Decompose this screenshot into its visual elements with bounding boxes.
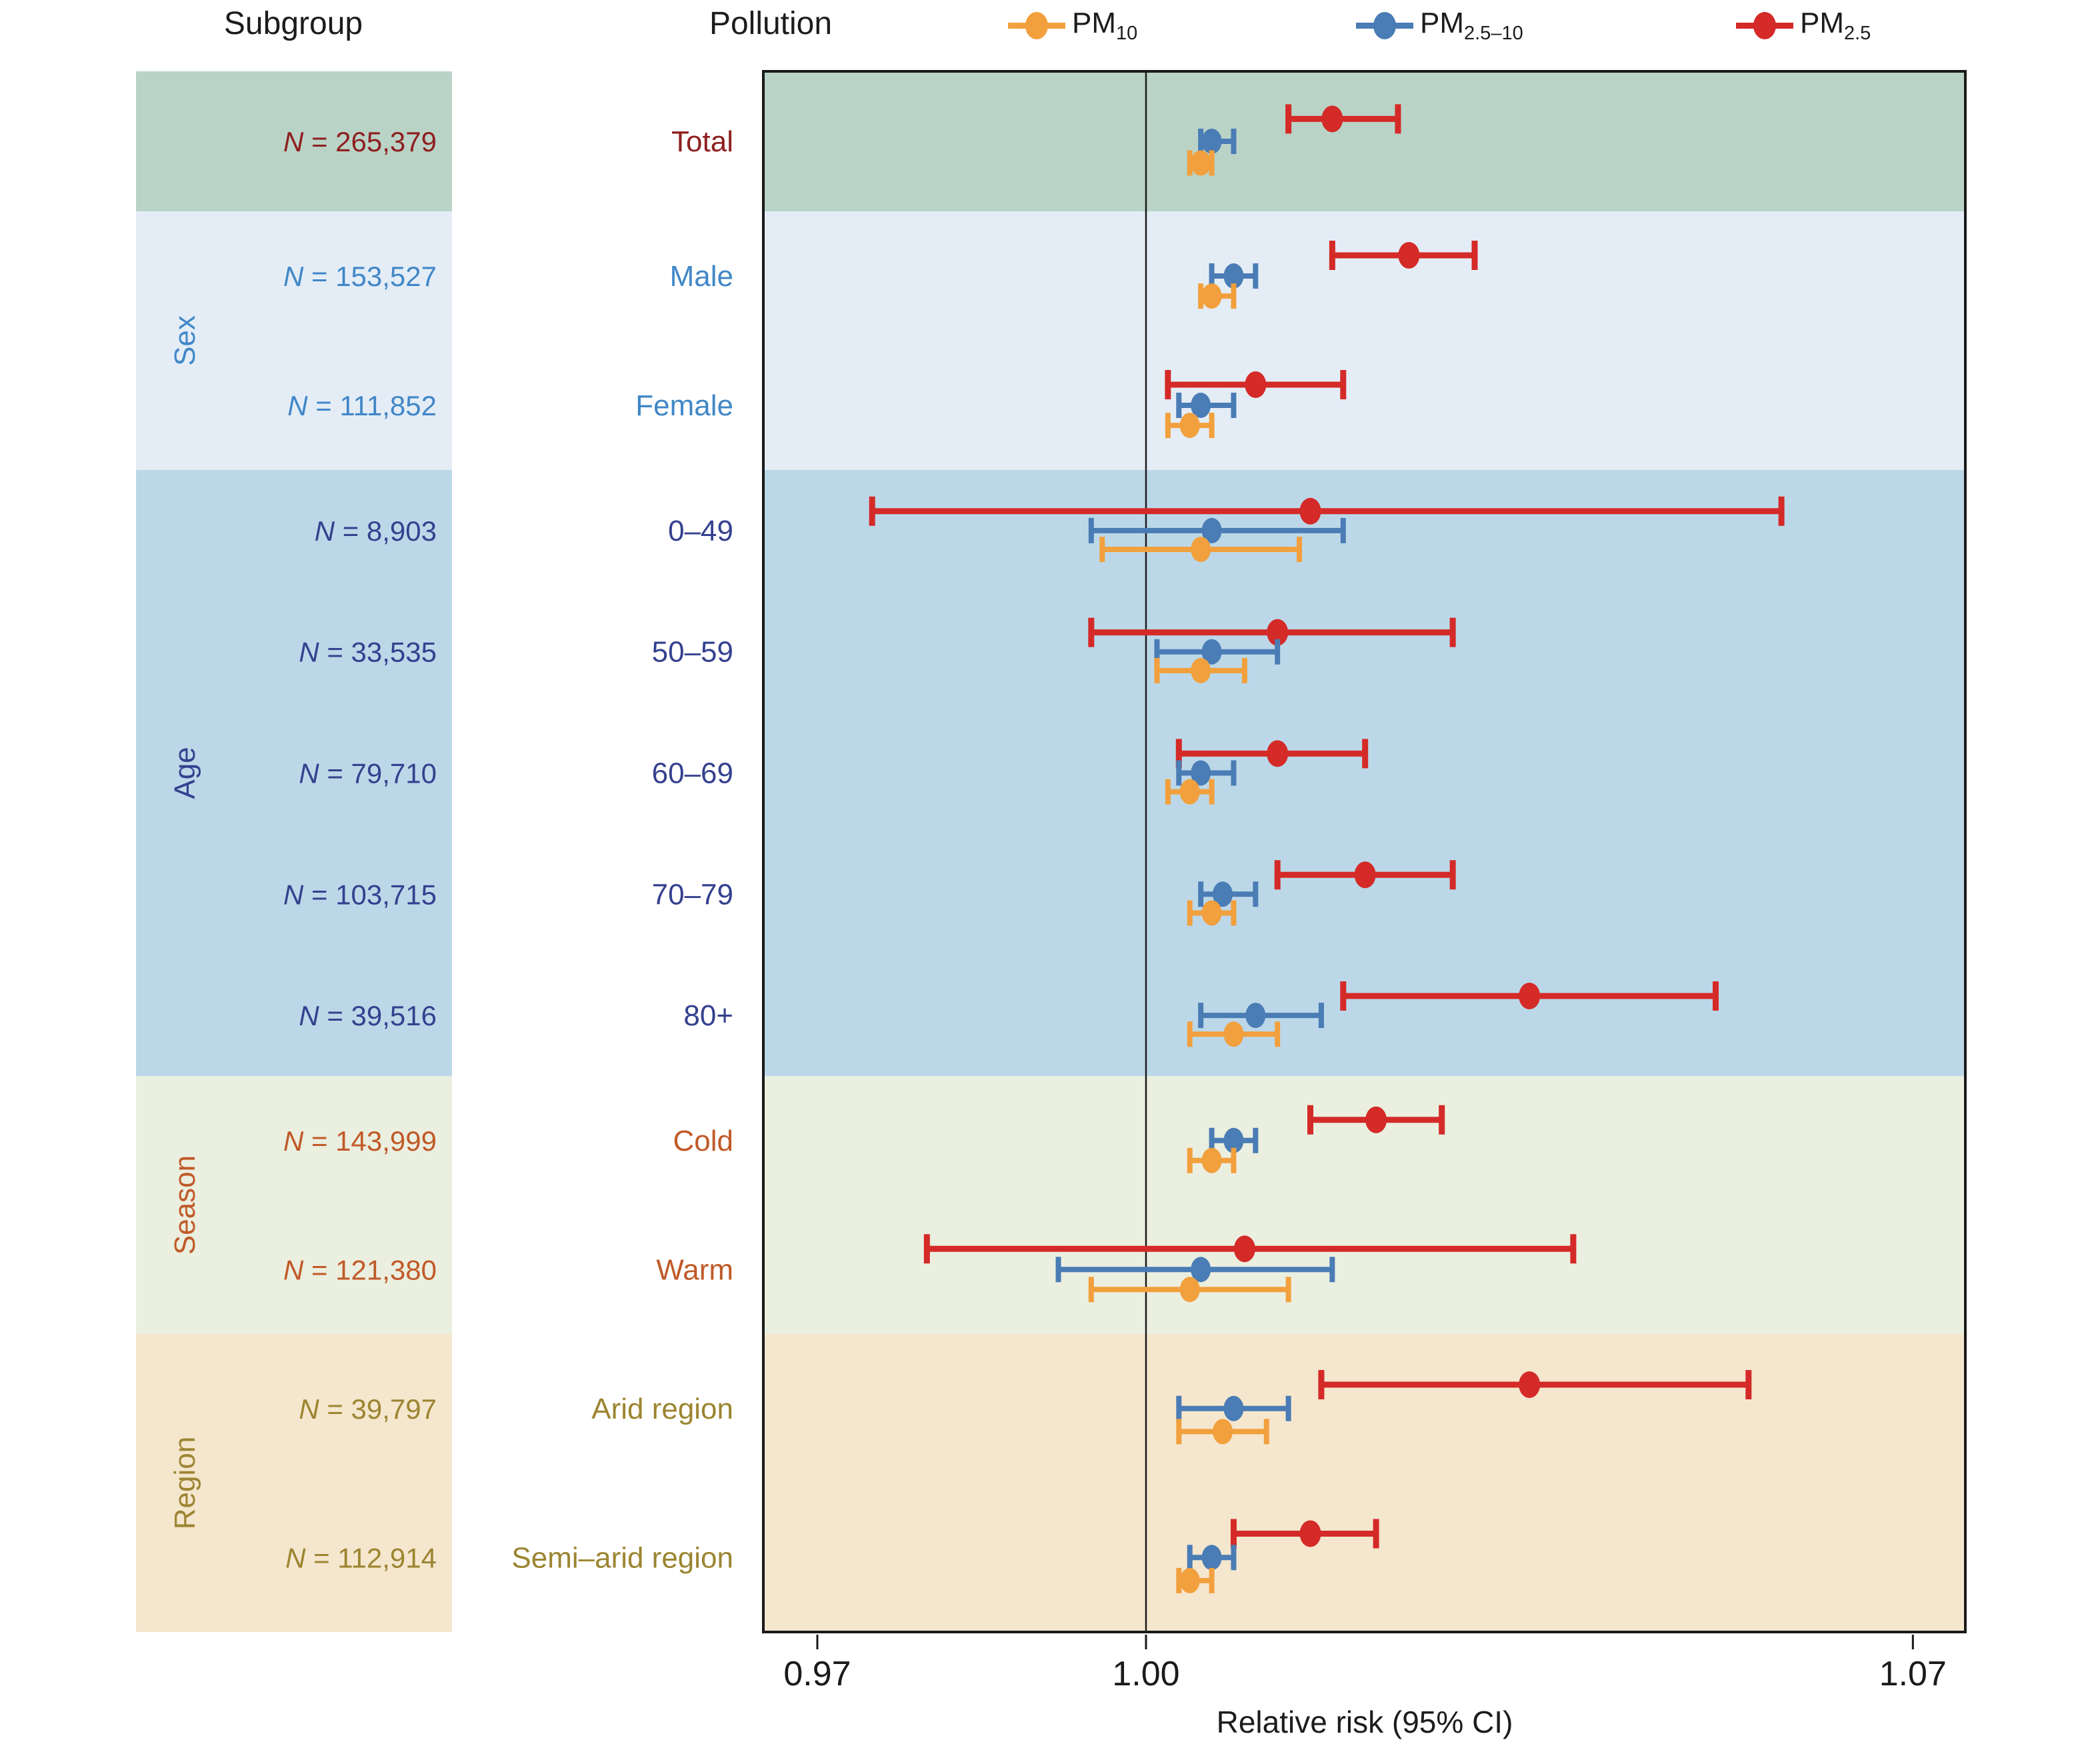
plot-band bbox=[763, 470, 1965, 1076]
subgroup-n-label: N = 79,710 bbox=[299, 758, 437, 789]
row-label: Male bbox=[670, 260, 733, 293]
subgroup-n-label: N = 39,797 bbox=[299, 1393, 437, 1425]
point-estimate-pm10 bbox=[1213, 1419, 1233, 1445]
point-estimate-pm2510 bbox=[1201, 129, 1222, 154]
row-label: 50–59 bbox=[652, 636, 733, 669]
point-estimate-pm10 bbox=[1201, 283, 1222, 309]
point-estimate-pm25 bbox=[1519, 983, 1541, 1010]
subgroup-n-label: N = 8,903 bbox=[315, 515, 437, 547]
row-label: 0–49 bbox=[668, 515, 733, 547]
point-estimate-pm10 bbox=[1191, 150, 1211, 176]
plot-band bbox=[763, 211, 1965, 470]
point-estimate-pm2510 bbox=[1223, 263, 1244, 289]
point-estimate-pm10 bbox=[1179, 779, 1200, 805]
group-label: Season bbox=[169, 1155, 201, 1255]
subgroup-band bbox=[136, 1076, 452, 1334]
point-estimate-pm2510 bbox=[1223, 1395, 1244, 1421]
point-estimate-pm25 bbox=[1245, 371, 1267, 398]
subgroup-n-label: N = 33,535 bbox=[299, 637, 437, 668]
point-estimate-pm25 bbox=[1299, 1520, 1321, 1547]
subgroup-band bbox=[136, 211, 452, 470]
point-estimate-pm2510 bbox=[1201, 517, 1222, 543]
legend-title: Pollution bbox=[709, 6, 833, 41]
group-label: Sex bbox=[169, 315, 201, 366]
x-tick-label: 1.07 bbox=[1879, 1655, 1947, 1693]
point-estimate-pm2510 bbox=[1213, 881, 1233, 907]
point-estimate-pm2510 bbox=[1223, 1127, 1244, 1153]
point-estimate-pm2510 bbox=[1201, 639, 1222, 665]
x-axis-title: Relative risk (95% CI) bbox=[1216, 1705, 1513, 1739]
point-estimate-pm25 bbox=[1267, 619, 1289, 646]
plot-border bbox=[762, 70, 1967, 1633]
row-label: 80+ bbox=[683, 999, 733, 1032]
subgroup-n-label: N = 112,914 bbox=[285, 1542, 437, 1573]
point-estimate-pm2510 bbox=[1245, 1003, 1266, 1029]
row-label: 70–79 bbox=[652, 878, 733, 911]
legend-item-pm2510: PM2.5–10 bbox=[1356, 7, 1523, 45]
point-estimate-pm25 bbox=[1365, 1106, 1387, 1133]
row-label: 60–69 bbox=[652, 757, 733, 790]
subgroup-n-label: N = 143,999 bbox=[283, 1125, 437, 1157]
legend-marker-icon bbox=[1008, 10, 1065, 41]
point-estimate-pm25 bbox=[1299, 497, 1321, 525]
group-label: Region bbox=[169, 1437, 201, 1529]
subgroup-band bbox=[136, 470, 452, 1076]
point-estimate-pm25 bbox=[1519, 1371, 1541, 1398]
point-estimate-pm25 bbox=[1398, 241, 1420, 269]
row-label: Female bbox=[635, 389, 733, 422]
point-estimate-pm25 bbox=[1233, 1235, 1255, 1263]
group-label: Age bbox=[169, 747, 201, 799]
row-label: Cold bbox=[673, 1125, 734, 1157]
row-label: Warm bbox=[656, 1253, 733, 1286]
point-estimate-pm25 bbox=[1321, 105, 1343, 133]
subgroup-column-header: Subgroup bbox=[223, 6, 363, 41]
subgroup-n-label: N = 121,380 bbox=[283, 1254, 437, 1285]
subgroup-n-label: N = 265,379 bbox=[283, 126, 437, 157]
subgroup-n-label: N = 111,852 bbox=[287, 390, 437, 421]
point-estimate-pm10 bbox=[1179, 1567, 1200, 1593]
legend-label: PM10 bbox=[1072, 7, 1138, 44]
plot-band bbox=[763, 71, 1965, 211]
point-estimate-pm25 bbox=[1354, 861, 1376, 889]
subgroup-band bbox=[136, 1334, 452, 1632]
point-estimate-pm25 bbox=[1267, 740, 1289, 767]
legend-item-pm10: PM10 bbox=[1008, 7, 1137, 45]
point-estimate-pm10 bbox=[1201, 1147, 1222, 1173]
legend-marker-icon bbox=[1736, 10, 1793, 41]
subgroup-n-label: N = 39,516 bbox=[299, 1000, 437, 1031]
point-estimate-pm10 bbox=[1179, 1277, 1200, 1303]
point-estimate-pm10 bbox=[1191, 537, 1211, 563]
legend-label: PM2.5 bbox=[1800, 7, 1871, 44]
point-estimate-pm10 bbox=[1179, 413, 1200, 439]
legend-label: PM2.5–10 bbox=[1420, 7, 1523, 44]
subgroup-n-label: N = 103,715 bbox=[283, 879, 437, 910]
point-estimate-pm2510 bbox=[1191, 760, 1211, 786]
subgroup-band bbox=[136, 71, 452, 211]
legend-item-pm25: PM2.5 bbox=[1736, 7, 1871, 45]
point-estimate-pm2510 bbox=[1191, 393, 1211, 418]
row-label: Total bbox=[671, 125, 733, 158]
x-tick-label: 0.97 bbox=[783, 1655, 851, 1693]
point-estimate-pm2510 bbox=[1191, 1257, 1211, 1283]
subgroup-n-label: N = 153,527 bbox=[283, 261, 437, 292]
row-label: Semi–arid region bbox=[511, 1541, 733, 1574]
row-label: Arid region bbox=[591, 1393, 733, 1425]
point-estimate-pm2510 bbox=[1201, 1545, 1222, 1571]
plot-band bbox=[763, 1076, 1965, 1334]
plot-band bbox=[763, 1334, 1965, 1632]
point-estimate-pm10 bbox=[1191, 657, 1211, 683]
point-estimate-pm10 bbox=[1223, 1021, 1244, 1047]
point-estimate-pm10 bbox=[1201, 900, 1222, 926]
legend-marker-icon bbox=[1356, 10, 1413, 41]
x-tick-label: 1.00 bbox=[1112, 1655, 1179, 1693]
